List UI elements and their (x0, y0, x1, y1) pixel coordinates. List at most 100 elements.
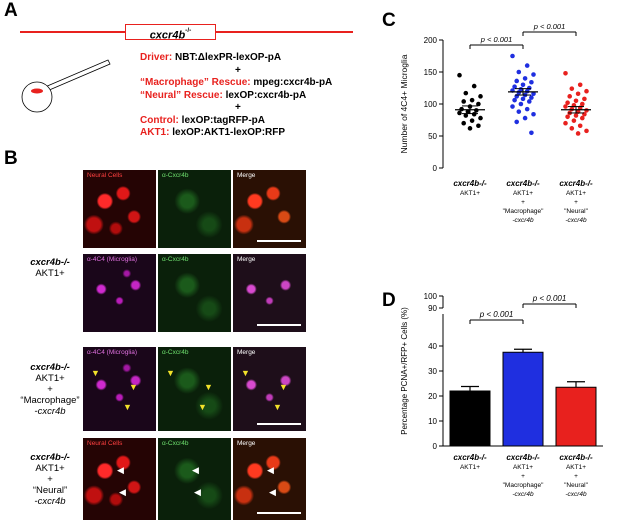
construct-text: lexOP:cxcr4b-pA (222, 89, 307, 101)
construct-prefix: Driver: (140, 52, 173, 63)
bar (449, 390, 491, 447)
y-tick-label: 40 (428, 342, 437, 351)
data-point (510, 104, 515, 109)
data-point (469, 97, 475, 103)
y-tick-label: 100 (424, 292, 438, 301)
micrograph-label: α-Cxcr4b (162, 349, 189, 356)
construct-text: lexOP:tagRFP-pA (178, 114, 266, 126)
x-category-label: AKT1+ (513, 190, 533, 197)
arrowhead-icon: ▼ (204, 382, 213, 392)
x-category-label: -cxcr4b (512, 491, 534, 498)
construct-line: Driver: NBT:ΔlexPR-lexOP-pA (140, 52, 332, 65)
row-label-line: -cxcr4b (34, 405, 66, 417)
construct-line: + (140, 102, 332, 115)
x-category-label: AKT1+ (460, 190, 480, 197)
micrograph-label: α-4C4 (Microglia) (87, 256, 137, 263)
construct-list: Driver: NBT:ΔlexPR-lexOP-pA + “Macrophage”… (140, 52, 332, 140)
construct-line: “Macrophage” Rescue: mpeg:cxcr4b-pA (140, 77, 332, 90)
data-point (516, 109, 522, 114)
data-point (516, 69, 522, 75)
arrowhead-icon: ◀ (192, 465, 199, 475)
x-category-label: -cxcr4b (565, 491, 587, 498)
arrowhead-icon: ◀ (117, 465, 124, 475)
x-category-label: + (521, 473, 525, 480)
data-point (471, 111, 477, 117)
micrograph-label: α-Cxcr4b (162, 256, 189, 263)
micrograph-label: α-4C4 (Microglia) (87, 349, 137, 356)
x-category-label: AKT1+ (513, 464, 533, 471)
panel-a-letter: A (4, 0, 18, 21)
data-point (563, 70, 568, 76)
arrowhead-icon: ▼ (198, 402, 207, 412)
arrowhead-icon: ▼ (91, 368, 100, 378)
data-point (563, 120, 568, 126)
construct-line: Control: lexOP:tagRFP-pA (140, 115, 332, 128)
micrograph-label: Merge (237, 440, 256, 447)
micrograph-tile: Merge ▼ ▼ ▼ (233, 347, 306, 431)
data-point (580, 101, 585, 107)
row-label-line: “Macrophage” (20, 394, 80, 406)
y-tick-label: 100 (424, 100, 438, 109)
y-tick-label: 50 (428, 132, 437, 141)
gene-superscript: -/- (185, 27, 192, 34)
x-category-label: cxcr4b-/- (453, 179, 487, 188)
row-label-line: cxcr4b-/- (30, 257, 70, 268)
micrograph-tile: Merge (233, 254, 306, 332)
arrowhead-icon: ◀ (119, 487, 126, 497)
row-label-line: -cxcr4b (34, 495, 66, 507)
data-point (522, 76, 528, 81)
construct-prefix: “Neural” Rescue: (140, 89, 223, 101)
data-point (476, 101, 481, 107)
micrograph-tile: Neural Cells (83, 170, 156, 248)
scale-bar (257, 324, 301, 326)
x-category-label: cxcr4b-/- (559, 179, 593, 188)
row-label-line: “Neural” (32, 484, 68, 496)
data-point (565, 100, 570, 106)
data-point (573, 113, 579, 118)
data-point (510, 53, 515, 59)
row-label-line: cxcr4b-/- (30, 361, 70, 373)
micrograph-tile: Merge ◀ ◀ (233, 438, 306, 520)
micrograph-label: Merge (237, 172, 256, 179)
data-point (514, 78, 519, 84)
data-point (567, 94, 572, 99)
y-tick-label: 0 (433, 164, 438, 173)
data-point (582, 96, 587, 102)
data-point (524, 63, 530, 68)
x-category-label: -cxcr4b (565, 217, 587, 224)
construct-text: mpeg:cxcr4b-pA (250, 77, 333, 88)
scale-bar (257, 512, 301, 514)
gene-box: cxcr4b-/- (125, 24, 216, 41)
x-category-label: + (574, 199, 578, 206)
arrowhead-icon: ◀ (269, 487, 276, 497)
data-point (563, 104, 568, 109)
x-category-label: "Neural" (564, 482, 588, 489)
data-point (512, 97, 517, 103)
data-point (569, 126, 575, 131)
data-point (512, 84, 517, 90)
data-point (529, 95, 534, 100)
data-point (469, 118, 475, 123)
data-point (571, 118, 577, 123)
data-point (471, 83, 477, 89)
arrowhead-icon: ▼ (273, 402, 282, 412)
arrowhead-icon: ◀ (267, 465, 274, 475)
construct-prefix: “Macrophage” Rescue: (140, 77, 251, 88)
data-point (584, 128, 589, 134)
data-point (520, 96, 526, 102)
scale-bar (257, 423, 301, 425)
micrograph-label: Merge (237, 349, 256, 356)
data-point (529, 130, 534, 136)
data-point (577, 82, 583, 88)
data-point (584, 88, 589, 94)
construct-text: + (235, 102, 241, 113)
y-tick-label: 90 (428, 304, 437, 313)
row-label-line: AKT1+ (35, 268, 65, 279)
data-point (467, 126, 473, 131)
data-point (527, 99, 532, 104)
construct-line: + (140, 65, 332, 78)
micrograph-tile: α-Cxcr4b ▼ ▼ ▼ (158, 347, 231, 431)
y-tick-label: 10 (428, 417, 437, 426)
construct-line: “Neural” Rescue: lexOP:cxcr4b-pA (140, 90, 332, 103)
row-label-line: cxcr4b-/- (30, 451, 70, 463)
